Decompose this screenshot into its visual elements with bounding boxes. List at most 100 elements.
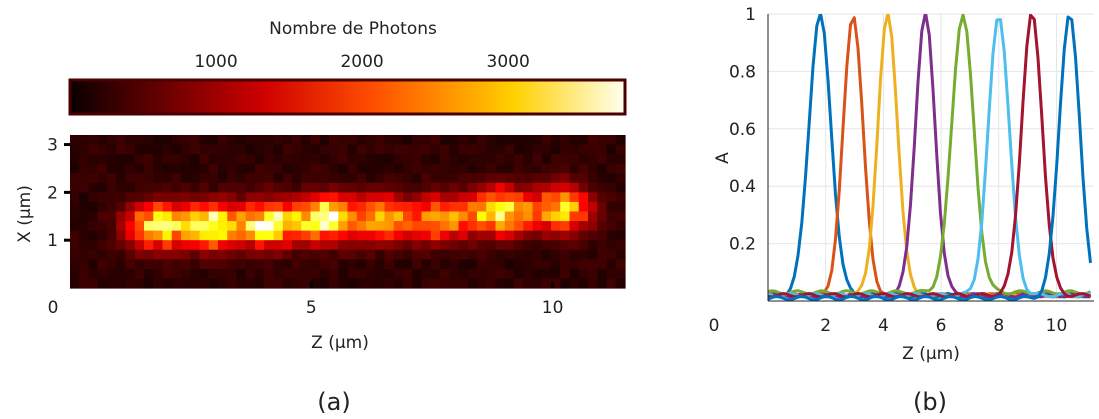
heatmap-cell [504,163,515,174]
heatmap-cell [347,221,358,232]
heatmap-cell [477,221,487,232]
heatmap-cell [70,144,80,155]
heatmap-cell [495,144,506,155]
heatmap-cell [310,192,321,203]
heatmap-cell [541,163,552,174]
heatmap-cell [356,135,367,146]
panel-a-label: (a) [317,388,350,416]
heatmap-cell [190,163,201,174]
heatmap-cell [375,249,386,260]
heatmap-cell [477,135,487,146]
heatmap-cell [597,192,608,203]
heatmap-cell [449,154,460,165]
heatmap-cell [403,135,413,146]
heatmap-cell [273,201,284,213]
heatmap-cell [560,163,571,174]
heatmap-cell [615,154,626,165]
heatmap-cell [578,192,589,203]
heatmap-cell [227,135,238,146]
heatmap-cell [236,240,247,251]
heatmap-cell [79,144,90,155]
heatmap-cell [310,230,321,241]
heatmap-cell [504,173,515,184]
heatmap-cell [606,163,617,174]
heatmap-cell [338,144,349,155]
heatmap-cell [125,154,136,165]
heatmap-cell [486,135,497,146]
heatmap-cell [310,144,321,155]
heatmap-cell [532,192,543,203]
heatmap-cell [541,240,552,251]
heatmap-cell [366,268,376,280]
heatmap-cell [245,173,256,184]
heatmap-xtick-label: 0 [48,298,59,318]
heatmap-cell [606,278,617,289]
heatmap-cell [467,201,478,213]
heatmap-cell [412,278,423,289]
panel-b-label: (b) [913,388,947,416]
heatmap-cell [504,240,515,251]
heatmap-cell [458,144,469,155]
heatmap-cell [125,268,136,280]
heatmap-cell [144,154,154,165]
heatmap-cell [375,173,386,184]
heatmap-cell [449,182,460,193]
heatmap-cell [504,182,515,193]
heatmap-cell [190,259,201,270]
line-xtick-label: 10 [1046,316,1068,336]
heatmap-cell [107,135,117,146]
heatmap-cell [245,259,256,270]
heatmap-cell [597,249,608,260]
heatmap-cell [412,154,423,165]
heatmap-cell [227,259,238,270]
heatmap-cell [393,154,404,165]
heatmap-cell [375,192,386,203]
heatmap-cell [107,144,117,155]
heatmap-cell [384,201,395,213]
heatmap-cell [458,173,469,184]
heatmap-cell [199,182,210,193]
heatmap-cell [310,201,321,213]
heatmap-cell [134,230,145,241]
heatmap-cell [227,144,238,155]
heatmap-cell [245,144,256,155]
heatmap-cell [486,192,497,203]
heatmap-cell [79,221,90,232]
heatmap-cell [375,259,386,270]
heatmap-cell [458,240,469,251]
heatmap-cell [569,211,580,222]
heatmap-cell [477,163,487,174]
colorbar-tick-label: 2000 [340,52,383,72]
heatmap-cell [264,259,275,270]
heatmap-cell [403,144,413,155]
heatmap-cell [292,163,302,174]
heatmap-cell [597,201,608,213]
heatmap-cell [366,211,376,222]
heatmap-cell [134,154,145,165]
heatmap-cell [421,182,432,193]
heatmap-cell [578,278,589,289]
heatmap-cell [134,259,145,270]
heatmap-cell [236,249,247,260]
heatmap-cell [282,268,293,280]
heatmap-cell [144,163,154,174]
heatmap-cell [282,249,293,260]
heatmap-cell [403,163,413,174]
heatmap-cell [190,240,201,251]
heatmap-cell [162,192,173,203]
heatmap-cell [144,182,154,193]
heatmap-cell [199,221,210,232]
heatmap-cell [181,278,191,289]
heatmap-cell [171,192,182,203]
heatmap-cell [292,221,302,232]
heatmap-cell [467,240,478,251]
heatmap-cell [541,221,552,232]
heatmap-cell [477,268,487,280]
heatmap-cell [347,240,358,251]
heatmap-cell [504,211,515,222]
heatmap-cell [523,144,534,155]
heatmap-cell [403,173,413,184]
heatmap-cell [356,268,367,280]
heatmap-cell [301,192,312,203]
heatmap-cell [97,173,108,184]
